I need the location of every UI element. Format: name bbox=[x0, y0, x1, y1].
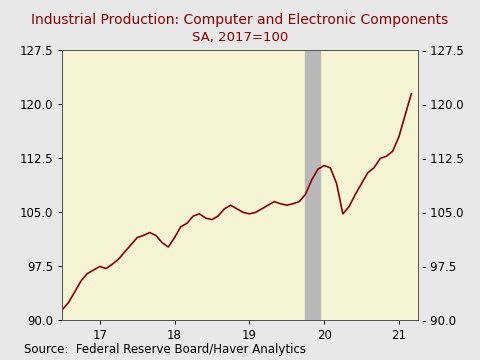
Text: SA, 2017=100: SA, 2017=100 bbox=[192, 31, 288, 44]
Bar bbox=[305, 50, 320, 320]
Text: Source:  Federal Reserve Board/Haver Analytics: Source: Federal Reserve Board/Haver Anal… bbox=[24, 343, 306, 356]
Text: Industrial Production: Computer and Electronic Components: Industrial Production: Computer and Elec… bbox=[31, 13, 449, 27]
